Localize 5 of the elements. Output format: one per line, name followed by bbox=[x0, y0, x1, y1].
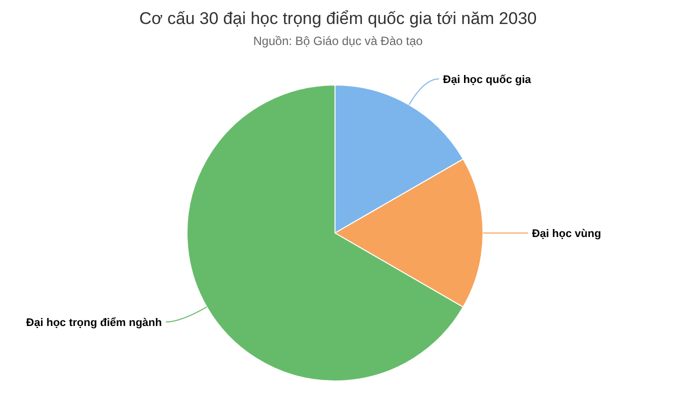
chart-subtitle: Nguồn: Bộ Giáo dục và Đào tạo bbox=[253, 34, 424, 48]
slice-label: Đại học trọng điểm ngành bbox=[26, 316, 162, 329]
chart-title: Cơ cấu 30 đại học trọng điểm quốc gia tới năm 2030 bbox=[139, 9, 537, 28]
slice-label: Đại học vùng bbox=[532, 228, 602, 240]
slice-label: Đại học quốc gia bbox=[443, 74, 532, 86]
